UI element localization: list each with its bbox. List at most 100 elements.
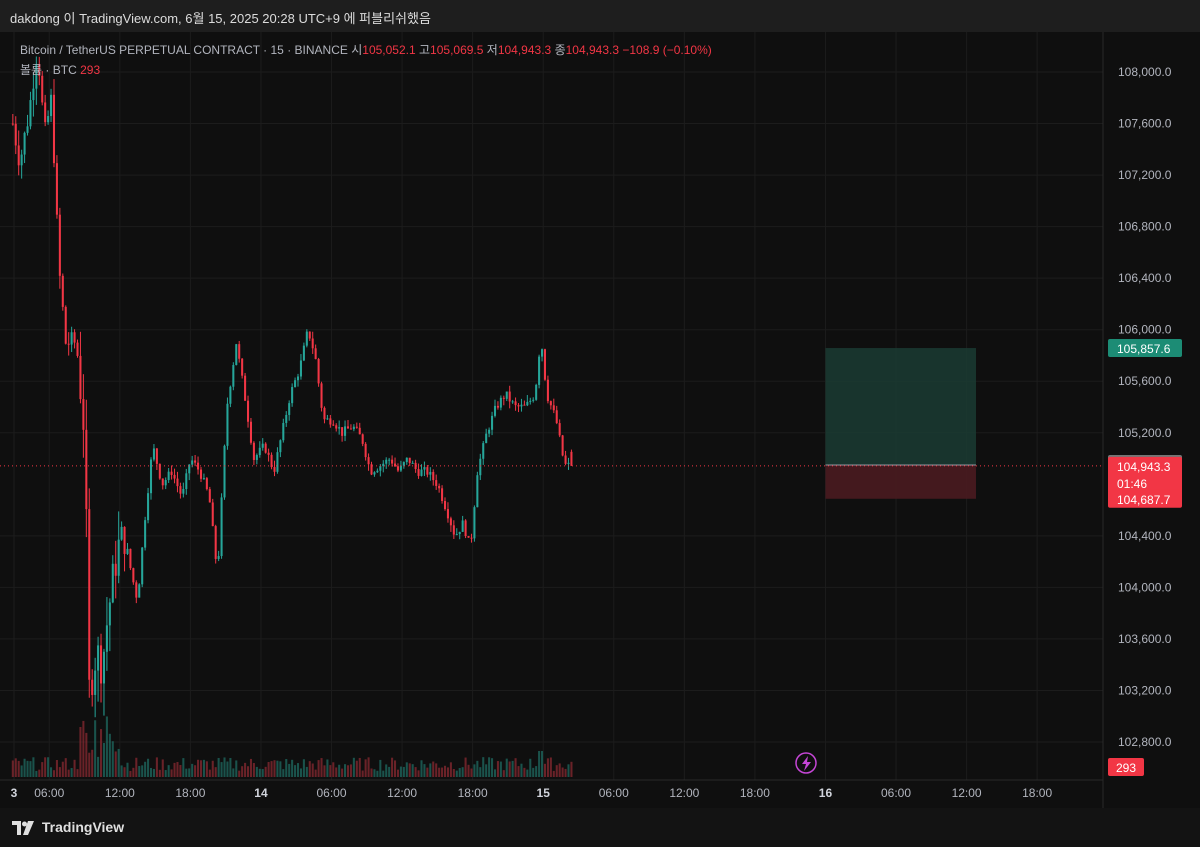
candle-body [311, 338, 314, 349]
candle-body [396, 466, 400, 471]
volume-bar [158, 769, 161, 777]
long-position-profit-zone [825, 348, 976, 466]
volume-bar [388, 766, 391, 777]
volume-bar [561, 767, 564, 777]
candle-body [55, 163, 58, 215]
candle-body [199, 469, 203, 479]
candle-body [11, 123, 14, 125]
volume-bar [488, 757, 491, 777]
volume-bar [20, 765, 23, 777]
volume-bar [88, 752, 91, 777]
volume-bar [135, 757, 138, 777]
volume-bar [264, 766, 267, 777]
volume-bar [82, 720, 85, 777]
candle-body [235, 344, 238, 366]
candle-body [120, 526, 123, 540]
candle-body [482, 443, 485, 459]
candle-body [349, 428, 352, 430]
candle-body [149, 459, 153, 494]
volume-bar [226, 761, 229, 777]
candle-body [282, 422, 285, 441]
volume-bar [191, 763, 194, 777]
volume-bar [38, 769, 41, 777]
candle-body [61, 275, 64, 307]
volume-bar [138, 766, 141, 777]
volume-bar [314, 769, 317, 777]
last-price-badge-bg [1108, 456, 1182, 493]
volume-bar [117, 748, 120, 777]
candle-body [373, 472, 376, 475]
candle-body [411, 462, 414, 464]
candle-body [555, 410, 558, 424]
y-tick-label: 106,400.0 [1118, 271, 1172, 285]
candle-body [238, 344, 241, 359]
long-position-loss-zone [825, 465, 976, 499]
volume-bar [455, 770, 458, 777]
candle-body [52, 94, 56, 164]
volume-bar [14, 758, 17, 777]
legend-symbol[interactable]: Bitcoin / TetherUS PERPETUAL CONTRACT · … [20, 43, 348, 57]
volume-bar [311, 763, 314, 777]
candle-body [299, 360, 302, 377]
volume-bar [296, 763, 300, 777]
volume-bar [476, 760, 479, 777]
volume-bar [149, 767, 153, 777]
volume-bar [147, 758, 150, 777]
candle-body [102, 651, 105, 684]
candle-body [73, 332, 76, 343]
candle-body [385, 459, 388, 464]
volume-bar [17, 760, 20, 777]
volume-bar [429, 763, 432, 777]
candle-body [438, 485, 441, 489]
x-tick-label: 3 [11, 786, 18, 800]
y-tick-label: 105,600.0 [1118, 374, 1172, 388]
stop-price-badge: 104,687.7 [1108, 489, 1182, 508]
candle-body [441, 488, 444, 501]
candle-body [223, 445, 226, 498]
candle-body [358, 427, 361, 435]
candle-body [344, 426, 347, 436]
candle-body [41, 75, 44, 103]
volume-bar [132, 767, 135, 777]
candle-body [108, 602, 111, 626]
chart-legend: Bitcoin / TetherUS PERPETUAL CONTRACT · … [20, 40, 712, 80]
volume-bar [376, 770, 379, 777]
candle-body [452, 525, 455, 535]
volume-bar [338, 764, 341, 777]
target-price-badge-bg [1108, 339, 1182, 358]
y-tick-label: 104,000.0 [1118, 580, 1172, 594]
volume-bar [302, 759, 305, 777]
y-tick-label: 103,600.0 [1118, 632, 1172, 646]
y-tick-label: 108,000.0 [1118, 65, 1172, 79]
volume-bar [485, 764, 488, 777]
candle-body [423, 467, 426, 470]
x-tick-label: 12:00 [387, 786, 417, 800]
volume-bar [97, 756, 100, 777]
price-chart[interactable]: 108,000.0 107,600.0 107,200.0 106,800.0 106,… [0, 32, 1200, 808]
candle-body [314, 348, 317, 360]
legend-open-label: 시 [351, 43, 363, 57]
candle-body [135, 582, 138, 598]
candle-body [76, 342, 79, 356]
candle-body [552, 405, 555, 411]
volume-bar [396, 769, 400, 777]
volume-bar [344, 764, 347, 777]
legend-low-value: 104,943.3 [497, 43, 552, 57]
volume-bar [364, 759, 367, 777]
volume-bar [564, 768, 567, 777]
candle-body [141, 547, 144, 585]
candle-body [258, 447, 261, 456]
candle-body [320, 383, 323, 408]
candle-body [305, 331, 308, 346]
candle-body [50, 94, 53, 117]
candle-body [164, 480, 167, 486]
legend-volume-row: 볼륨 · BTC 293 [20, 60, 712, 80]
volume-bar [505, 758, 508, 777]
footer-brand[interactable]: TradingView [41, 819, 125, 835]
legend-volume-label[interactable]: 볼륨 · BTC [20, 63, 77, 77]
x-tick-label: 06:00 [34, 786, 64, 800]
volume-bar [223, 757, 226, 777]
candle-body [435, 480, 438, 486]
candle-body [335, 425, 338, 429]
volume-bar [194, 765, 197, 777]
